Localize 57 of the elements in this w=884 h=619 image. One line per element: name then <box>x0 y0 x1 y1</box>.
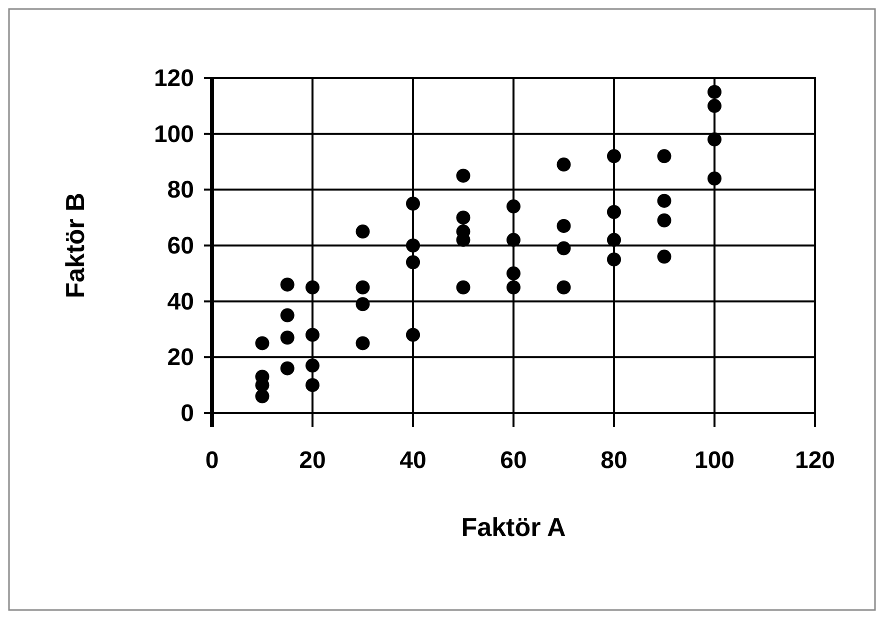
point <box>657 250 672 264</box>
y-tick-label: 40 <box>167 288 194 316</box>
point <box>356 280 370 294</box>
x-axis-title: Faktör A <box>461 512 566 542</box>
x-tick-label: 0 <box>205 447 219 474</box>
point <box>708 98 722 113</box>
point <box>306 328 320 342</box>
point <box>456 168 470 183</box>
point <box>657 213 672 228</box>
x-tick-label: 20 <box>299 447 326 474</box>
point <box>280 330 294 345</box>
point <box>255 336 270 350</box>
point <box>356 297 370 312</box>
x-tick-label: 60 <box>500 447 527 474</box>
point <box>406 196 420 211</box>
point <box>255 389 270 404</box>
point <box>556 241 571 256</box>
x-tick-label: 40 <box>400 447 426 474</box>
y-tick-label: 120 <box>154 65 194 92</box>
point <box>456 210 470 225</box>
y-tick-label: 100 <box>154 120 194 148</box>
point <box>506 280 520 294</box>
y-tick-label: 0 <box>180 400 194 427</box>
point <box>607 149 621 164</box>
point <box>356 224 370 239</box>
point <box>708 132 722 146</box>
y-tick-label: 20 <box>167 344 194 372</box>
x-tick-label: 120 <box>794 447 836 474</box>
point <box>506 199 520 214</box>
point <box>607 205 621 219</box>
point <box>306 280 320 294</box>
point <box>356 336 370 350</box>
point <box>607 252 621 266</box>
x-tick-label: 80 <box>600 447 628 474</box>
point <box>280 278 294 292</box>
y-tick-label: 80 <box>167 176 194 204</box>
point <box>556 280 571 294</box>
point <box>406 328 420 342</box>
point <box>506 232 520 247</box>
point <box>708 172 722 186</box>
point <box>306 378 320 392</box>
point <box>280 361 294 376</box>
point <box>406 238 420 252</box>
x-tick-label: 100 <box>694 447 735 474</box>
point <box>607 232 621 247</box>
point <box>657 194 672 208</box>
point <box>406 255 420 270</box>
point <box>657 149 672 164</box>
point <box>280 308 294 322</box>
y-axis-title: Faktör B <box>60 192 90 298</box>
point <box>556 158 571 172</box>
point <box>456 280 470 294</box>
point <box>556 218 571 233</box>
y-tick-label: 60 <box>167 232 194 260</box>
point <box>306 358 320 373</box>
point <box>708 84 722 99</box>
point <box>506 266 520 280</box>
